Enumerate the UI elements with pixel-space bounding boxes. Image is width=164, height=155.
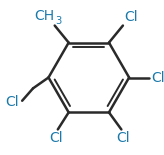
Text: Cl: Cl xyxy=(124,10,138,24)
Text: Cl: Cl xyxy=(50,131,63,145)
Text: CH: CH xyxy=(34,9,54,23)
Text: Cl: Cl xyxy=(116,131,130,145)
Text: Cl: Cl xyxy=(5,95,19,109)
Text: Cl: Cl xyxy=(151,71,164,84)
Text: 3: 3 xyxy=(55,16,62,26)
